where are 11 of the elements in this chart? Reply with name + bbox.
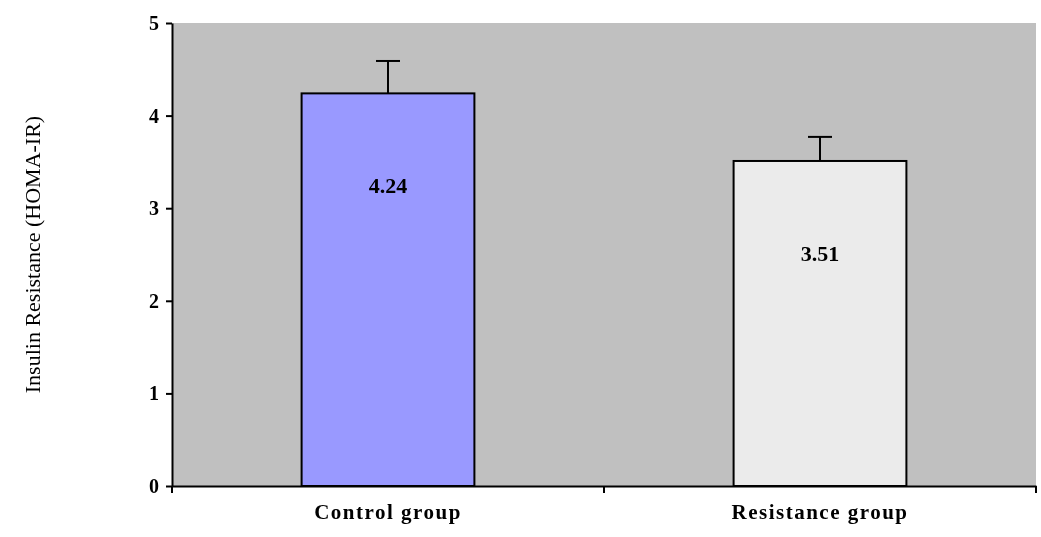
y-axis-title: Insulin Resistance (HOMA-IR) [20,115,45,394]
x-tick-label: Resistance group [731,500,909,524]
data-label: 3.51 [800,240,840,266]
y-tick-label: 2 [149,289,159,312]
x-tick-label: Control group [314,500,462,524]
y-tick-label: 1 [149,382,159,405]
y-tick-label: 4 [149,104,159,127]
y-tick-label: 5 [149,11,159,34]
y-tick-label: 3 [149,197,159,220]
data-label: 4.24 [368,173,408,199]
y-tick-label: 0 [149,474,159,497]
